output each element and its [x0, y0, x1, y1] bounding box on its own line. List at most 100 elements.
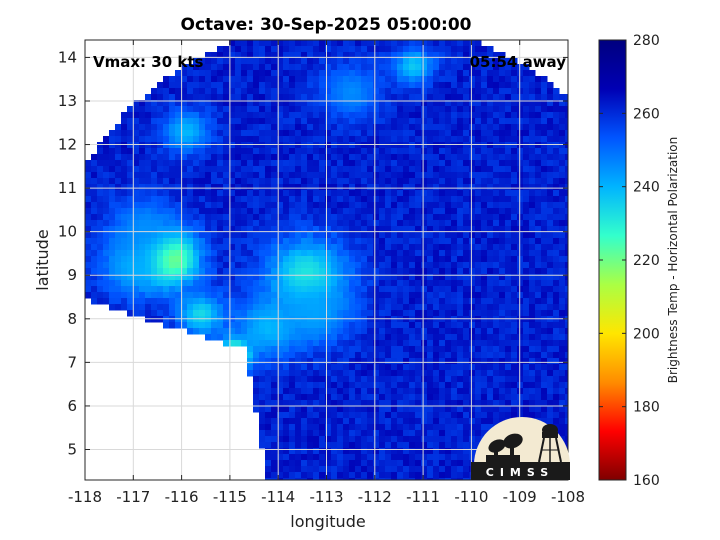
swath-cell	[133, 154, 140, 161]
swath-cell	[463, 466, 470, 473]
swath-cell	[265, 436, 272, 443]
swath-cell	[499, 376, 506, 383]
swath-cell	[379, 154, 386, 161]
swath-cell	[337, 256, 344, 263]
swath-cell	[535, 280, 542, 287]
swath-cell	[391, 268, 398, 275]
swath-cell	[457, 106, 464, 113]
swath-cell	[343, 388, 350, 395]
swath-cell	[547, 310, 554, 317]
swath-cell	[463, 178, 470, 185]
swath-cell	[445, 334, 452, 341]
swath-cell	[133, 268, 140, 275]
swath-cell	[439, 280, 446, 287]
swath-cell	[253, 394, 260, 401]
swath-cell	[487, 394, 494, 401]
swath-cell	[277, 292, 284, 299]
swath-cell	[259, 304, 266, 311]
swath-cell	[313, 256, 320, 263]
swath-cell	[427, 286, 434, 293]
swath-cell	[187, 238, 194, 245]
swath-cell	[289, 322, 296, 329]
swath-cell	[433, 64, 440, 71]
swath-cell	[337, 472, 344, 479]
swath-cell	[259, 88, 266, 95]
swath-cell	[457, 244, 464, 251]
swath-cell	[313, 208, 320, 215]
swath-cell	[199, 280, 206, 287]
swath-cell	[427, 136, 434, 143]
swath-cell	[439, 340, 446, 347]
swath-cell	[457, 406, 464, 413]
swath-cell	[523, 238, 530, 245]
swath-cell	[535, 208, 542, 215]
swath-cell	[409, 40, 416, 47]
swath-cell	[121, 124, 128, 131]
swath-cell	[433, 238, 440, 245]
swath-cell	[421, 310, 428, 317]
swath-cell	[169, 76, 176, 83]
swath-cell	[115, 244, 122, 251]
swath-cell	[217, 64, 224, 71]
swath-cell	[223, 250, 230, 257]
swath-cell	[289, 436, 296, 443]
swath-cell	[151, 172, 158, 179]
swath-cell	[511, 340, 518, 347]
swath-cell	[535, 304, 542, 311]
swath-cell	[247, 184, 254, 191]
swath-cell	[445, 310, 452, 317]
swath-cell	[343, 208, 350, 215]
swath-cell	[115, 250, 122, 257]
swath-cell	[289, 40, 296, 47]
swath-cell	[397, 148, 404, 155]
swath-cell	[475, 112, 482, 119]
swath-cell	[157, 184, 164, 191]
swath-cell	[229, 292, 236, 299]
swath-cell	[487, 100, 494, 107]
swath-cell	[271, 106, 278, 113]
swath-cell	[343, 130, 350, 137]
swath-cell	[271, 460, 278, 467]
swath-cell	[223, 82, 230, 89]
swath-cell	[289, 304, 296, 311]
swath-cell	[175, 226, 182, 233]
swath-cell	[409, 220, 416, 227]
swath-cell	[229, 100, 236, 107]
swath-cell	[523, 388, 530, 395]
swath-cell	[277, 160, 284, 167]
swath-cell	[505, 394, 512, 401]
swath-cell	[283, 94, 290, 101]
swath-cell	[427, 430, 434, 437]
swath-cell	[259, 328, 266, 335]
swath-cell	[337, 142, 344, 149]
swath-cell	[439, 112, 446, 119]
swath-cell	[487, 130, 494, 137]
swath-cell	[439, 448, 446, 455]
swath-cell	[493, 100, 500, 107]
swath-cell	[517, 154, 524, 161]
swath-cell	[397, 82, 404, 89]
swath-cell	[469, 112, 476, 119]
swath-cell	[241, 244, 248, 251]
swath-cell	[241, 250, 248, 257]
swath-cell	[307, 286, 314, 293]
swath-cell	[307, 478, 314, 480]
swath-cell	[427, 154, 434, 161]
swath-cell	[469, 448, 476, 455]
swath-cell	[301, 424, 308, 431]
swath-cell	[277, 88, 284, 95]
swath-cell	[451, 70, 458, 77]
swath-cell	[547, 172, 554, 179]
swath-cell	[385, 100, 392, 107]
swath-cell	[541, 106, 548, 113]
swath-cell	[247, 88, 254, 95]
swath-cell	[499, 160, 506, 167]
swath-cell	[217, 268, 224, 275]
swath-cell	[553, 142, 560, 149]
swath-cell	[343, 166, 350, 173]
swath-cell	[259, 280, 266, 287]
swath-cell	[127, 226, 134, 233]
swath-cell	[499, 280, 506, 287]
swath-cell	[373, 340, 380, 347]
swath-cell	[211, 148, 218, 155]
